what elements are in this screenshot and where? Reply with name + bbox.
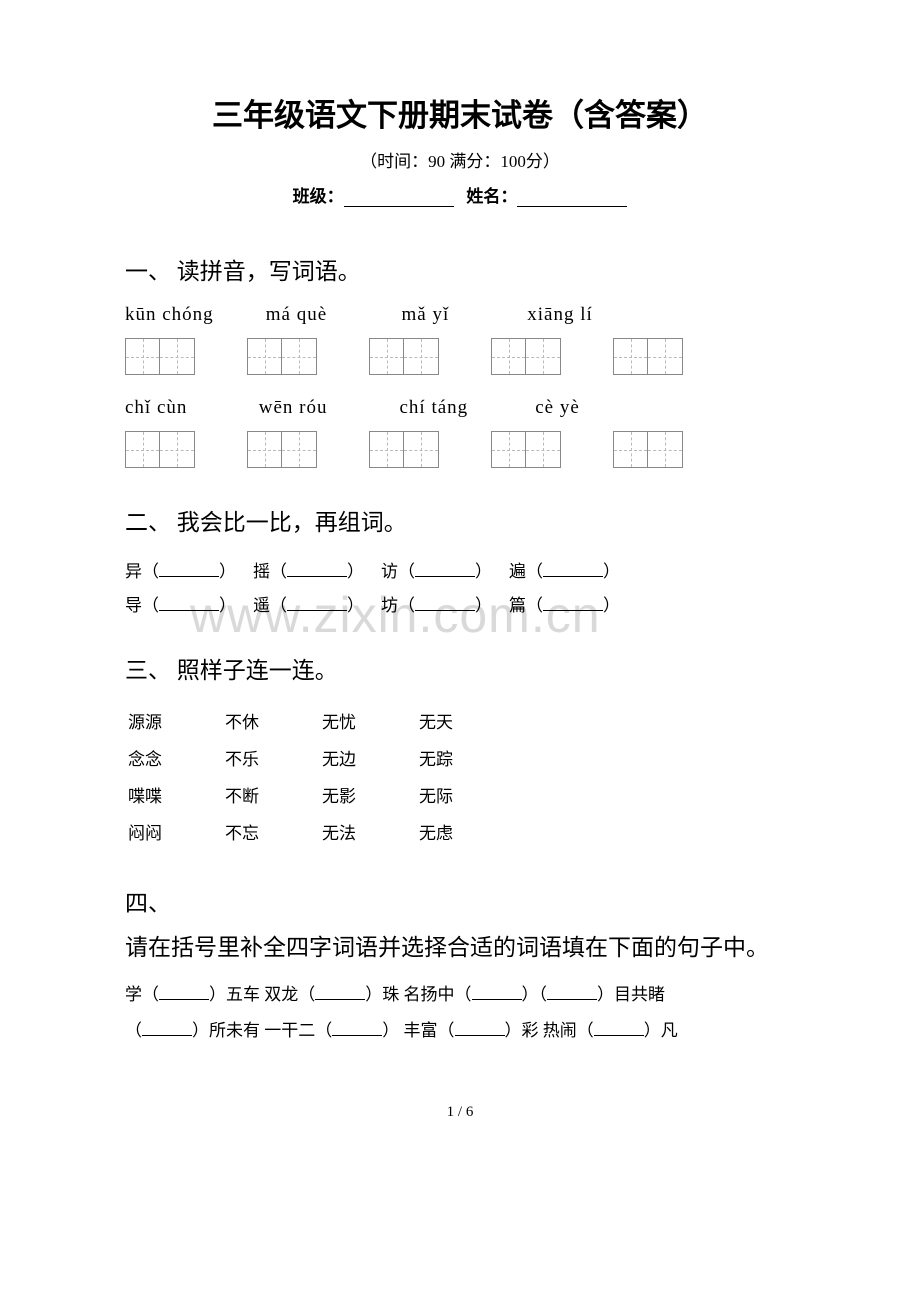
cell: 喋喋 — [127, 779, 222, 814]
cell: 不休 — [224, 705, 319, 740]
blank[interactable] — [415, 562, 475, 577]
cell: 无法 — [321, 816, 416, 851]
q1-box-row-2 — [125, 431, 795, 468]
pinyin: kūn chóng — [125, 304, 260, 326]
cell: 不忘 — [224, 816, 319, 851]
cell: 无际 — [418, 779, 513, 814]
q3-heading: 三、 照样子连一连。 — [125, 651, 795, 685]
page: www.zixin.com.cn 三年级语文下册期末试卷（含答案） （时间：90… — [0, 0, 920, 1161]
char-box-group[interactable] — [125, 338, 195, 375]
text: ）所未有 一干二（ — [192, 1021, 332, 1040]
char: 导 — [125, 596, 142, 615]
page-subtitle: （时间：90 满分：100分） — [125, 147, 795, 172]
cell: 无天 — [418, 705, 513, 740]
char: 遍 — [509, 562, 526, 581]
pinyin: xiāng lí — [527, 304, 593, 326]
q4-body: 请在括号里补全四字词语并选择合适的词语填在下面的句子中。 — [125, 926, 795, 970]
blank[interactable] — [543, 596, 603, 611]
char-box-group[interactable] — [613, 431, 683, 468]
char-box-group[interactable] — [369, 338, 439, 375]
blank[interactable] — [159, 985, 209, 1000]
cell: 无边 — [321, 742, 416, 777]
class-blank[interactable] — [344, 188, 454, 207]
blank[interactable] — [543, 562, 603, 577]
char: 遥 — [253, 596, 270, 615]
pinyin: má què — [266, 304, 396, 326]
pinyin: cè yè — [535, 397, 580, 419]
q3-table: 源源 不休 无忧 无天 念念 不乐 无边 无踪 喋喋 不断 无影 无际 闷闷 不… — [125, 703, 515, 854]
char-box-group[interactable] — [491, 431, 561, 468]
char: 坊 — [381, 596, 398, 615]
blank[interactable] — [415, 596, 475, 611]
q4-line-2: （ ）所未有 一干二（ ） 丰富（ ）彩 热闹（ ）凡 — [125, 1013, 795, 1049]
page-title: 三年级语文下册期末试卷（含答案） — [125, 90, 795, 135]
q1-pinyin-row-1: kūn chóng má què mǎ yǐ xiāng lí — [125, 304, 795, 326]
cell: 无影 — [321, 779, 416, 814]
q1-box-row-1 — [125, 338, 795, 375]
text: ） 丰富（ — [382, 1021, 454, 1040]
blank[interactable] — [159, 596, 219, 611]
pinyin: wēn róu — [259, 397, 394, 419]
q1-heading: 一、 读拼音，写词语。 — [125, 252, 795, 286]
cell: 念念 — [127, 742, 222, 777]
text: ）凡 — [644, 1021, 678, 1040]
class-label: 班级： — [293, 187, 344, 206]
blank[interactable] — [594, 1021, 644, 1036]
table-row: 喋喋 不断 无影 无际 — [127, 779, 513, 814]
char-box-group[interactable] — [369, 431, 439, 468]
text: ）（ — [522, 985, 548, 1004]
q4-heading: 四、 — [125, 884, 795, 918]
pinyin: chí táng — [400, 397, 530, 419]
text: ）珠 名扬中（ — [365, 985, 471, 1004]
char-box-group[interactable] — [247, 338, 317, 375]
cell: 源源 — [127, 705, 222, 740]
content: 三年级语文下册期末试卷（含答案） （时间：90 满分：100分） 班级： 姓名：… — [125, 90, 795, 1121]
pinyin: mǎ yǐ — [402, 304, 522, 326]
blank[interactable] — [142, 1021, 192, 1036]
table-row: 源源 不休 无忧 无天 — [127, 705, 513, 740]
q2-heading: 二、 我会比一比，再组词。 — [125, 503, 795, 537]
cell: 无踪 — [418, 742, 513, 777]
page-footer: 1 / 6 — [125, 1104, 795, 1121]
char-box-group[interactable] — [247, 431, 317, 468]
text: 学（ — [125, 985, 159, 1004]
pinyin: chǐ cùn — [125, 397, 253, 419]
char-box-group[interactable] — [613, 338, 683, 375]
table-row: 闷闷 不忘 无法 无虑 — [127, 816, 513, 851]
text: （ — [125, 1021, 142, 1040]
text: ）目共睹 — [597, 985, 665, 1004]
cell: 不乐 — [224, 742, 319, 777]
char: 篇 — [509, 596, 526, 615]
name-blank[interactable] — [517, 188, 627, 207]
char-box-group[interactable] — [125, 431, 195, 468]
text: ）彩 热闹（ — [505, 1021, 594, 1040]
cell: 闷闷 — [127, 816, 222, 851]
name-label: 姓名： — [466, 187, 517, 206]
blank[interactable] — [287, 596, 347, 611]
cell: 无虑 — [418, 816, 513, 851]
char: 摇 — [253, 562, 270, 581]
blank[interactable] — [547, 985, 597, 1000]
blank[interactable] — [159, 562, 219, 577]
q2-line-1: 异（） 摇（） 访（） 遍（） — [125, 555, 795, 589]
cell: 不断 — [224, 779, 319, 814]
blank[interactable] — [332, 1021, 382, 1036]
blank[interactable] — [455, 1021, 505, 1036]
q4-line-1: 学（ ）五车 双龙（ ）珠 名扬中（ ）（ ）目共睹 — [125, 977, 795, 1013]
cell: 无忧 — [321, 705, 416, 740]
char: 异 — [125, 562, 142, 581]
char: 访 — [381, 562, 398, 581]
char-box-group[interactable] — [491, 338, 561, 375]
q1-pinyin-row-2: chǐ cùn wēn róu chí táng cè yè — [125, 397, 795, 419]
q2-line-2: 导（） 遥（） 坊（） 篇（） — [125, 589, 795, 623]
blank[interactable] — [472, 985, 522, 1000]
blank[interactable] — [315, 985, 365, 1000]
text: ）五车 双龙（ — [209, 985, 315, 1004]
student-info-line: 班级： 姓名： — [125, 182, 795, 207]
blank[interactable] — [287, 562, 347, 577]
table-row: 念念 不乐 无边 无踪 — [127, 742, 513, 777]
